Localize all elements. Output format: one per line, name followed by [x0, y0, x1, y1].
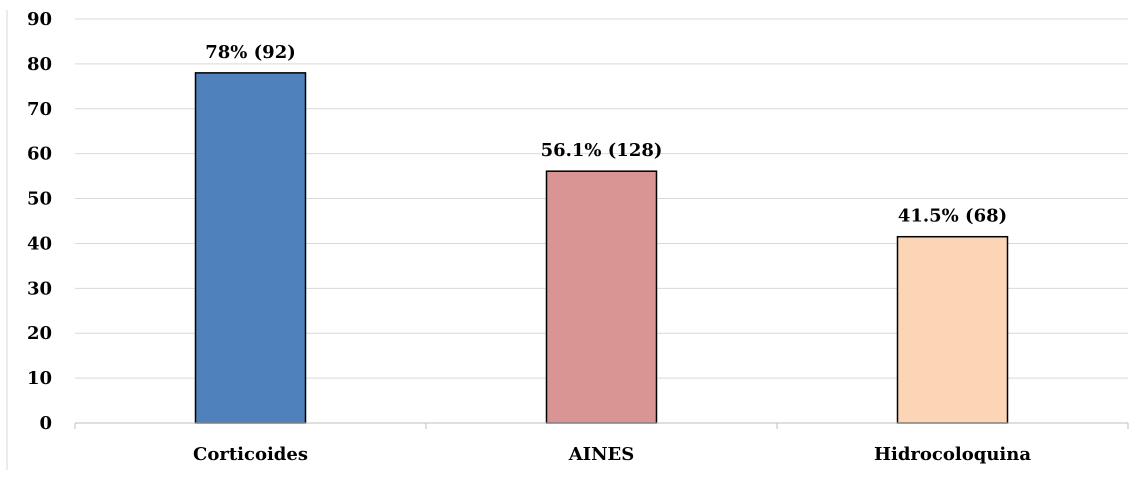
- y-tick-label: 30: [27, 278, 52, 299]
- data-label: 78% (92): [205, 42, 296, 63]
- bars: [194, 72, 1009, 424]
- y-tick-label: 0: [39, 413, 52, 434]
- y-tick-label: 60: [27, 144, 52, 165]
- x-axis: Corticoides AINES Hidrocoloquina: [74, 422, 1129, 465]
- data-label: 56.1% (128): [541, 140, 663, 161]
- x-category-label: AINES: [568, 444, 635, 465]
- y-tick-label: 20: [27, 323, 52, 344]
- y-axis-tick-labels: 0 10 20 30 40 50 60 70 80 90: [27, 9, 52, 434]
- y-tick-label: 40: [27, 233, 52, 254]
- data-label: 41.5% (68): [898, 206, 1007, 227]
- x-category-label: Hidrocoloquina: [874, 444, 1031, 465]
- bar: [896, 235, 1009, 424]
- y-tick-label: 70: [27, 99, 52, 120]
- data-labels: 78% (92) 56.1% (128) 41.5% (68): [205, 42, 1007, 227]
- bar: [545, 170, 658, 424]
- y-tick-label: 10: [27, 368, 52, 389]
- x-category-label: Corticoides: [193, 444, 308, 465]
- bar: [194, 72, 307, 424]
- y-tick-label: 80: [27, 54, 52, 75]
- y-tick-label: 50: [27, 189, 52, 210]
- y-tick-label: 90: [27, 9, 52, 30]
